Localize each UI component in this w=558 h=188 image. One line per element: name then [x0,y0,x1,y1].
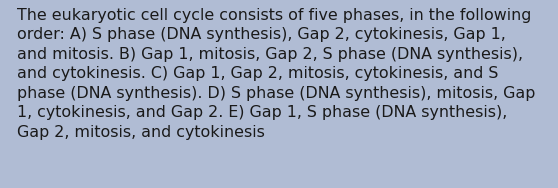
Text: The eukaryotic cell cycle consists of five phases, in the following
order: A) S : The eukaryotic cell cycle consists of fi… [17,8,535,140]
